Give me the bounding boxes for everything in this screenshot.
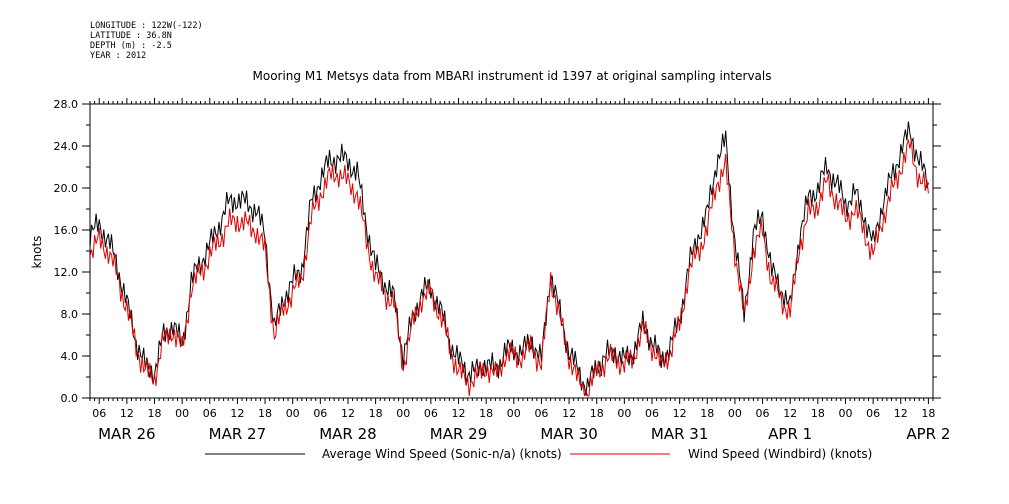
x-tick-label: 12	[230, 407, 244, 420]
x-tick-label: 00	[396, 407, 410, 420]
x-tick-label: 12	[894, 407, 908, 420]
latitude-label: LATITUDE : 36.8N	[90, 31, 172, 41]
x-tick-label: 18	[258, 407, 272, 420]
x-tick-label: 00	[175, 407, 189, 420]
x-tick-label: 12	[120, 407, 134, 420]
y-tick-label: 0.0	[61, 392, 79, 405]
x-tick-label: 00	[728, 407, 742, 420]
y-tick-label: 4.0	[61, 350, 79, 363]
x-day-label: MAR 30	[540, 425, 597, 443]
y-tick-label: 28.0	[54, 98, 79, 111]
x-tick-label: 18	[369, 407, 383, 420]
y-axis-label: knots	[30, 236, 44, 269]
legend-label-windbird: Wind Speed (Windbird) (knots)	[688, 447, 872, 461]
y-tick-label: 8.0	[61, 308, 79, 321]
series-layer	[89, 121, 929, 397]
x-day-label: MAR 26	[98, 425, 155, 443]
x-tick-label: 18	[590, 407, 604, 420]
y-tick-label: 16.0	[54, 224, 79, 237]
series-line-average-wind-speed	[89, 121, 929, 396]
y-tick-label: 20.0	[54, 182, 79, 195]
x-tick-label: 12	[783, 407, 797, 420]
x-tick-label: 12	[673, 407, 687, 420]
legend-label-avg: Average Wind Speed (Sonic-n/a) (knots)	[322, 447, 562, 461]
legend: Average Wind Speed (Sonic-n/a) (knots) W…	[205, 447, 872, 461]
x-day-label: MAR 29	[430, 425, 487, 443]
x-tick-label: 18	[700, 407, 714, 420]
metadata-block: LONGITUDE : 122W(-122) LATITUDE : 36.8N …	[90, 21, 203, 61]
x-tick-label: 12	[452, 407, 466, 420]
chart-title: Mooring M1 Metsys data from MBARI instru…	[253, 69, 772, 83]
x-day-label: MAR 27	[209, 425, 266, 443]
x-tick-label: 12	[562, 407, 576, 420]
plot-frame	[89, 103, 934, 399]
x-tick-label: 06	[756, 407, 770, 420]
x-day-label: MAR 28	[319, 425, 376, 443]
x-tick-label: 18	[811, 407, 825, 420]
axes-layer: 0.0 4.0 8.0 12.0 16.0 20.0 24.0 28.0 06 12 18 00 06 1…	[54, 98, 950, 443]
x-day-label: MAR 31	[651, 425, 708, 443]
y-tick-label: 12.0	[54, 266, 79, 279]
x-tick-label: 06	[645, 407, 659, 420]
x-day-label: APR 1	[768, 425, 812, 443]
x-tick-label: 06	[534, 407, 548, 420]
x-day-label: APR 2	[906, 425, 950, 443]
x-tick-label: 06	[424, 407, 438, 420]
year-label: YEAR : 2012	[90, 51, 147, 61]
depth-label: DEPTH (m) : -2.5	[90, 41, 172, 51]
y-tick-label: 24.0	[54, 140, 79, 153]
x-tick-label: 18	[479, 407, 493, 420]
x-tick-label: 06	[866, 407, 880, 420]
series-line-windbird-wind-speed	[89, 138, 929, 397]
x-tick-label: 18	[921, 407, 935, 420]
x-tick-label: 00	[507, 407, 521, 420]
x-tick-label: 06	[313, 407, 327, 420]
x-tick-label: 12	[341, 407, 355, 420]
x-tick-label: 18	[147, 407, 161, 420]
x-tick-label: 00	[286, 407, 300, 420]
x-tick-label: 00	[617, 407, 631, 420]
x-tick-label: 06	[203, 407, 217, 420]
x-tick-label: 06	[92, 407, 106, 420]
x-tick-label: 00	[838, 407, 852, 420]
longitude-label: LONGITUDE : 122W(-122)	[90, 21, 203, 31]
